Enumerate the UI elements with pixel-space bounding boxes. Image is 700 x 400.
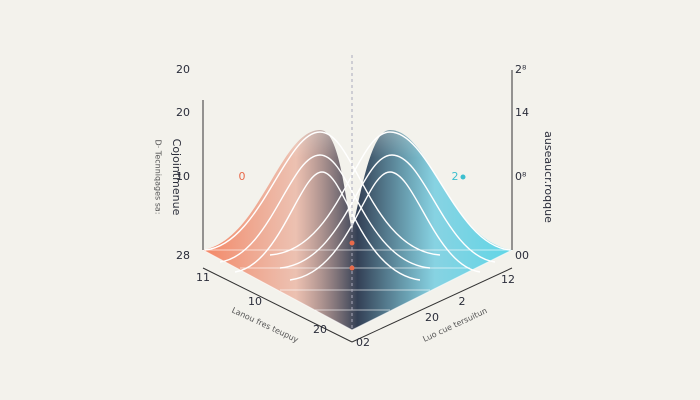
left-marker: 0 xyxy=(239,170,246,183)
point xyxy=(349,265,355,271)
floor-left-tick: 20 xyxy=(313,323,327,336)
floor-right-axis xyxy=(351,267,513,343)
point xyxy=(460,174,466,180)
right-marker: 2 xyxy=(452,170,459,183)
right-tick: 00 xyxy=(515,249,529,262)
curves xyxy=(204,131,511,281)
floor-left-tick: 02 xyxy=(356,336,370,349)
floor-left-tick: 11 xyxy=(196,271,210,284)
right-tick: 14 xyxy=(515,106,529,119)
point xyxy=(349,240,355,246)
left-tick: 20 xyxy=(176,106,190,119)
right-tick: 0⁸ xyxy=(515,170,527,183)
right-axis-title: auseaucr.roqque xyxy=(542,131,555,223)
right-tick: 2⁸ xyxy=(515,63,527,76)
left-axis-title: Cojointmenue xyxy=(170,139,183,216)
left-tick: 20 xyxy=(176,63,190,76)
floor-left-tick: 10 xyxy=(248,295,262,308)
floor-right-tick: 12 xyxy=(501,273,515,286)
floor-right-tick: 2 xyxy=(459,295,466,308)
floor-left-axis xyxy=(202,267,353,343)
left-tick: 10 xyxy=(176,170,190,183)
left-tick: 28 xyxy=(176,249,190,262)
left-axis-subtitle: D· Tecnniqages sa: xyxy=(154,140,163,215)
floor-lines xyxy=(202,249,513,331)
floor-right-tick: 20 xyxy=(425,311,439,324)
